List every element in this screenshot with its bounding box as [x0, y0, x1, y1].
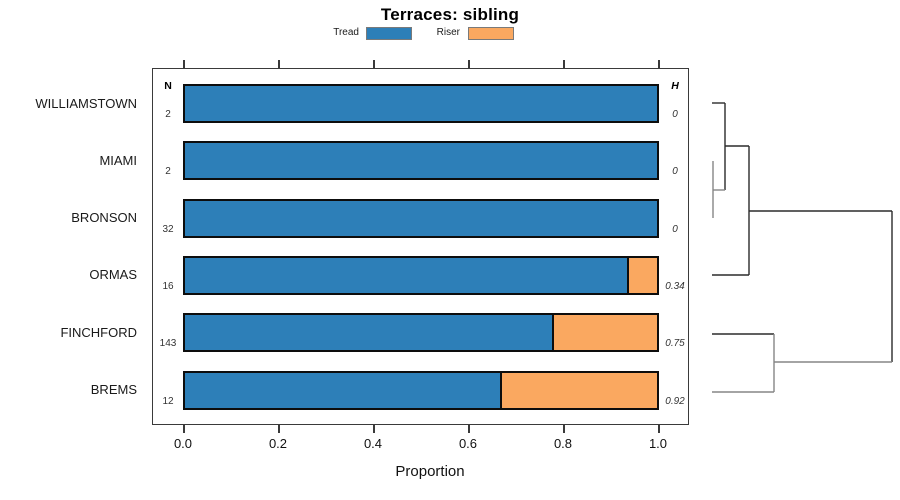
h-value: 0 — [672, 166, 678, 178]
n-value: 2 — [165, 109, 171, 120]
category-label: BRONSON — [71, 210, 137, 226]
x-axis-top-tick — [278, 59, 280, 68]
legend-swatch-riser-icon — [468, 27, 514, 40]
stacked-bar — [183, 313, 659, 353]
h-value: 0.34 — [665, 280, 685, 292]
legend-swatch-tread-icon — [366, 27, 412, 40]
legend-label-tread: Tread — [333, 27, 359, 38]
x-tick-label: 0.2 — [268, 436, 288, 451]
segment-divider — [499, 372, 502, 408]
tread-segment — [185, 257, 629, 293]
x-tick-label: 1.0 — [648, 436, 668, 451]
n-value: 2 — [165, 166, 171, 178]
x-tick-label: 0.8 — [553, 436, 573, 451]
n-value: 143 — [159, 338, 177, 350]
segment-divider — [551, 315, 554, 351]
plot-frame — [152, 67, 689, 425]
x-axis-top-tick — [563, 59, 565, 68]
tread-segment — [185, 372, 501, 408]
h-value: 0.92 — [665, 395, 685, 407]
stacked-bar — [183, 198, 659, 238]
stacked-bar — [183, 141, 659, 181]
n-value: 32 — [162, 223, 174, 235]
category-label: FINCHFORD — [60, 324, 137, 340]
x-tick-label: 0.0 — [173, 436, 193, 451]
x-tick-label: 0.6 — [458, 436, 478, 451]
h-value: 0 — [672, 109, 678, 120]
n-column-header: N — [164, 80, 172, 92]
x-axis-tick — [278, 425, 280, 433]
x-axis-top-tick — [373, 59, 375, 68]
h-value: 0.75 — [665, 338, 685, 350]
h-column-header: H — [671, 80, 679, 92]
x-axis-tick — [563, 425, 565, 433]
legend-label-riser: Riser — [436, 27, 460, 38]
x-axis-top-tick — [658, 59, 660, 68]
category-label: BREMS — [90, 382, 137, 398]
n-value: 12 — [162, 395, 174, 407]
x-tick-label: 0.4 — [363, 436, 383, 451]
tread-segment — [185, 143, 657, 179]
x-axis-label: Proportion — [395, 463, 465, 480]
stacked-bar — [183, 84, 659, 123]
stacked-bar — [183, 255, 659, 295]
n-value: 16 — [162, 280, 174, 292]
category-label: MIAMI — [99, 152, 137, 168]
tread-segment — [185, 200, 657, 236]
tread-segment — [185, 315, 553, 351]
category-label: ORMAS — [89, 267, 137, 283]
category-label: WILLIAMSTOWN — [35, 95, 137, 111]
x-axis-tick — [468, 425, 470, 433]
stacked-bar — [183, 370, 659, 410]
h-value: 0 — [672, 223, 678, 235]
x-axis-tick — [183, 425, 185, 433]
chart-title: Terraces: sibling — [380, 5, 520, 24]
x-axis-tick — [373, 425, 375, 433]
x-axis-top-tick — [183, 59, 185, 68]
x-axis-top-tick — [468, 59, 470, 68]
x-axis-tick — [658, 425, 660, 433]
tread-segment — [185, 86, 657, 121]
segment-divider — [627, 257, 630, 293]
